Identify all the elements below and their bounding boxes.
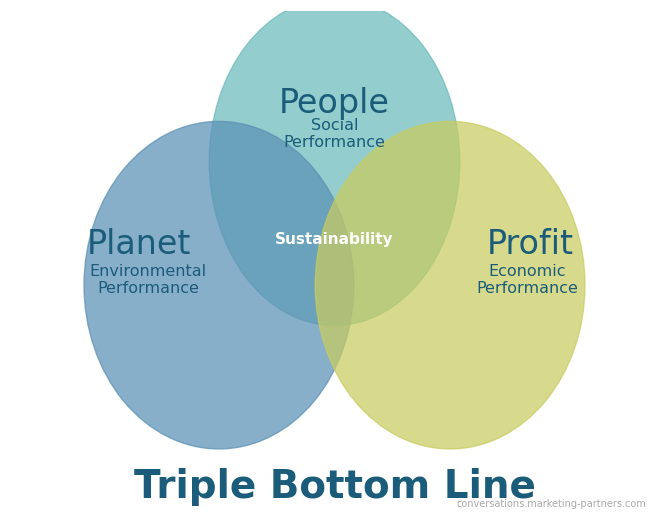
Text: People: People [279, 87, 390, 120]
Text: Planet: Planet [86, 228, 191, 261]
Text: Social
Performance: Social Performance [284, 118, 385, 150]
Text: Economic
Performance: Economic Performance [476, 264, 578, 296]
Text: Sustainability: Sustainability [275, 233, 394, 247]
Ellipse shape [315, 121, 585, 449]
Text: Triple Bottom Line: Triple Bottom Line [134, 468, 535, 506]
Text: Environmental
Performance: Environmental Performance [90, 264, 207, 296]
Text: conversations.marketing-partners.com: conversations.marketing-partners.com [456, 499, 646, 509]
Ellipse shape [209, 0, 460, 326]
Text: Profit: Profit [487, 228, 574, 261]
Ellipse shape [84, 121, 354, 449]
